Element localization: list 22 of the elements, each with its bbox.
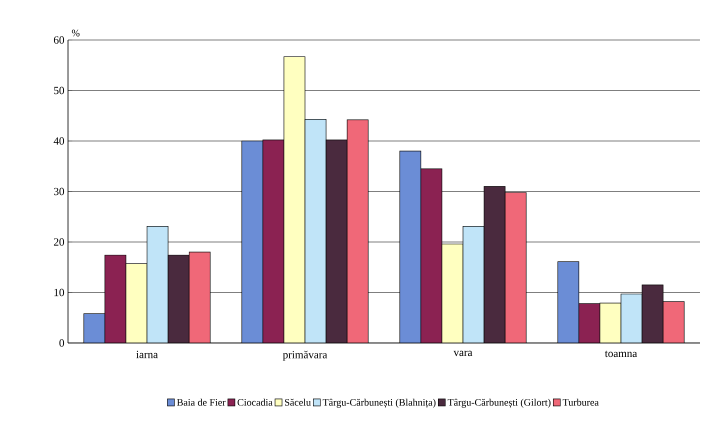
x-tick-label: vara [454, 350, 472, 356]
legend-label: Turburea [562, 398, 599, 406]
y-tick-label: 10 [54, 288, 64, 296]
bar [242, 140, 264, 343]
y-tick-label: 30 [54, 188, 64, 196]
legend-label: Târgu-Cărbunești (Blahnița) [322, 398, 436, 408]
legend-label: Baia de Fier [177, 398, 226, 406]
bar [400, 150, 422, 343]
y-tick-label: 40 [54, 137, 64, 145]
x-tick-label: toamna [604, 350, 638, 358]
y-tick-label: 20 [54, 238, 64, 246]
y-tick-label: 60 [54, 36, 64, 44]
legend-label: Târgu-Cărbunești (Gilort) [448, 398, 551, 408]
y-tick-label: 0 [59, 339, 64, 347]
y-tick-label: 50 [54, 86, 64, 94]
legend-label: Ciocadia [238, 398, 273, 406]
x-tick-label: primăvara [282, 350, 328, 361]
bar [557, 261, 580, 343]
y-axis-title: % [72, 30, 80, 36]
x-tick-label: iarna [136, 350, 158, 358]
legend-label: Săcelu [285, 398, 311, 406]
bar [84, 313, 106, 343]
